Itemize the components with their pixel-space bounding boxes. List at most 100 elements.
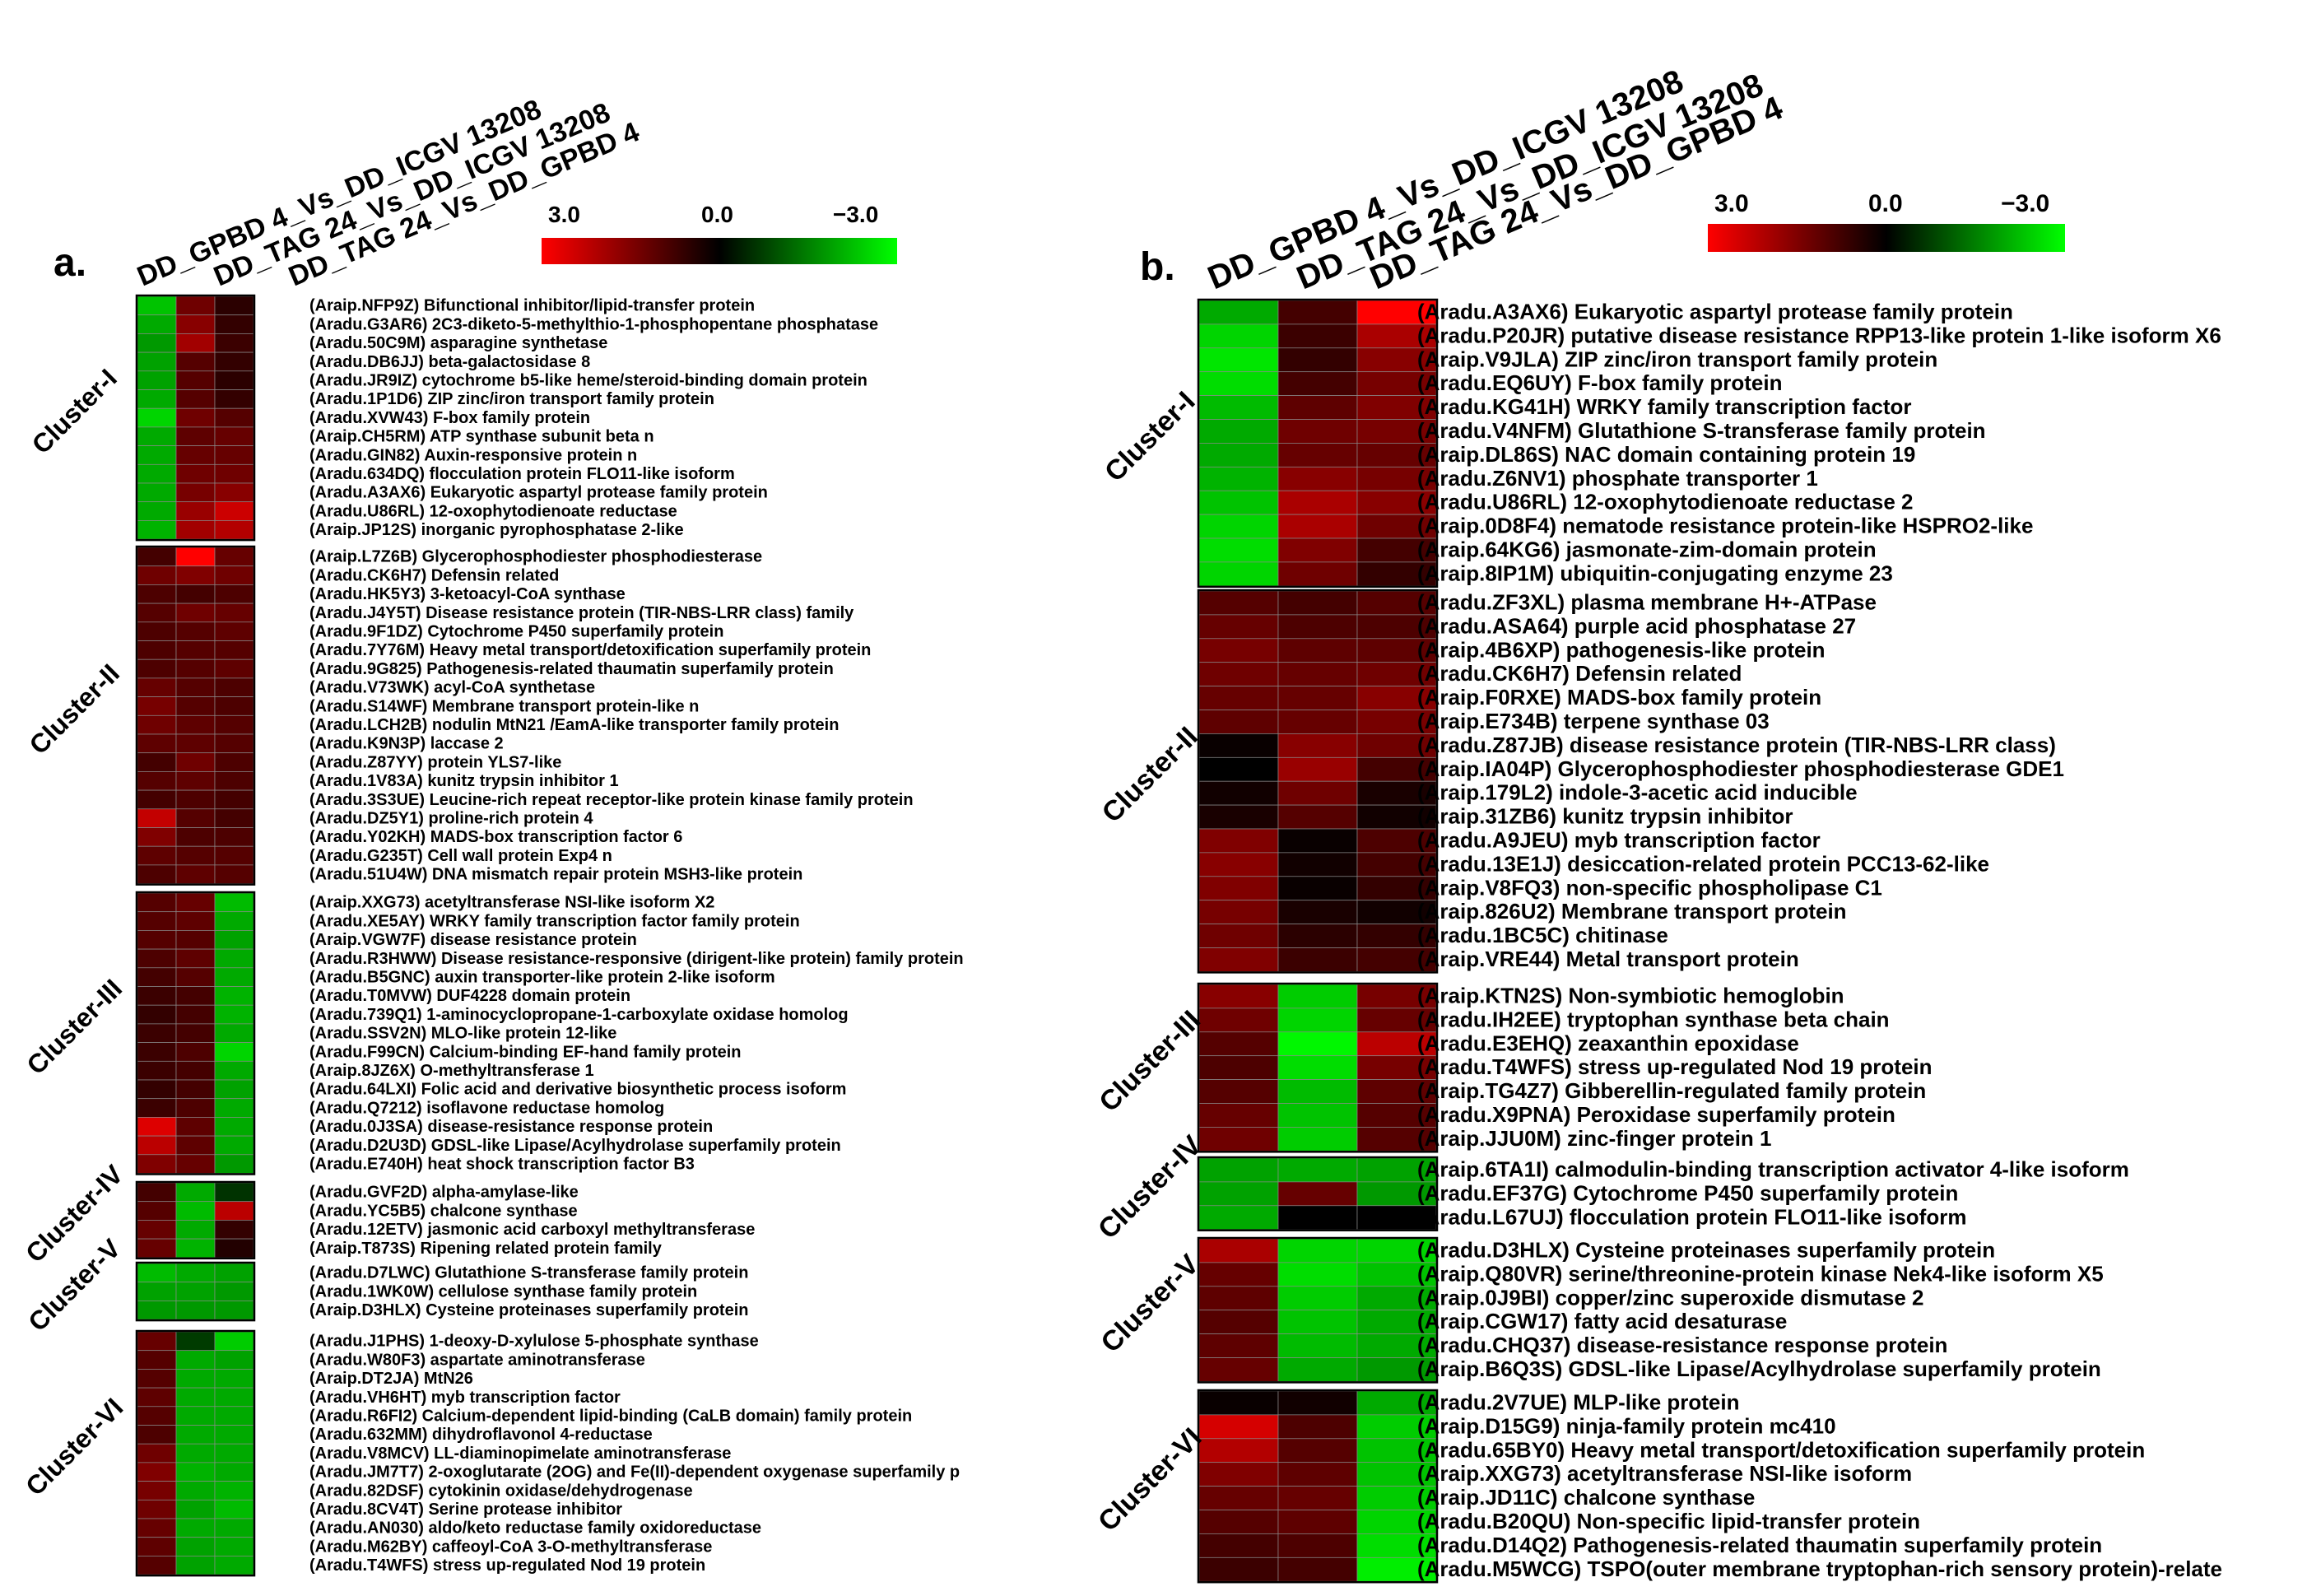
heatmap-cell [137, 1425, 177, 1445]
heatmap-cell [137, 520, 177, 540]
heatmap-cell [175, 948, 216, 969]
heatmap-cell [137, 1301, 177, 1320]
heatmap-cell [137, 1220, 177, 1240]
heatmap-cell [175, 1023, 216, 1043]
heatmap-cell [137, 845, 177, 866]
gene-label: (Araip.XXG73) acetyltransferase NSI-like… [309, 894, 714, 912]
heatmap-cell [1356, 686, 1437, 710]
heatmap-cell [175, 621, 216, 641]
heatmap-cell [214, 1023, 254, 1043]
heatmap-cell [1277, 686, 1358, 710]
heatmap-cell [214, 1556, 254, 1575]
heatmap-cell [175, 463, 216, 484]
gene-label: (Araip.JD11C) chalcone synthase [1417, 1485, 1755, 1510]
heatmap-cell [1356, 1438, 1437, 1463]
heatmap-cell [214, 808, 254, 828]
heatmap-cell [1198, 1556, 1279, 1582]
gene-label: (Aradu.Y02KH) MADS-box transcription fac… [309, 828, 682, 846]
heatmap-cell [175, 808, 216, 828]
gene-label: (Aradu.Z6NV1) phosphate transporter 1 [1417, 466, 1818, 491]
heatmap-cell [1198, 1007, 1279, 1033]
heatmap-cell [1356, 1462, 1437, 1487]
gene-label: (Aradu.XVW43) F-box family protein [309, 409, 590, 427]
heatmap-cell [1198, 419, 1279, 444]
heatmap-cell [214, 1004, 254, 1025]
color-scale-max-label: −3.0 [833, 202, 878, 227]
panel-label: a. [53, 241, 86, 285]
heatmap-cell [214, 911, 254, 931]
heatmap-cell [214, 1499, 254, 1519]
gene-label: (Araip.CH5RM) ATP synthase subunit beta … [309, 428, 654, 446]
heatmap-cell [137, 714, 177, 735]
gene-label: (Aradu.DB6JJ) beta-galactosidase 8 [309, 353, 590, 371]
gene-label: (Aradu.8CV4T) Serine protease inhibitor [309, 1501, 622, 1519]
heatmap-cell [214, 930, 254, 950]
heatmap-cell [175, 295, 216, 316]
heatmap-cell [175, 752, 216, 772]
gene-label: (Aradu.B5GNC) auxin transporter-like pro… [309, 969, 775, 987]
heatmap-cell [1198, 1127, 1279, 1152]
heatmap-cell [1277, 984, 1358, 1009]
gene-label: (Araip.CGW17) fatty acid desaturase [1417, 1309, 1787, 1333]
heatmap-cell [1277, 1031, 1358, 1057]
gene-label: (Aradu.X9PNA) Peroxidase superfamily pro… [1417, 1102, 1895, 1127]
heatmap-cell [1277, 828, 1358, 854]
gene-label: (Aradu.VH6HT) myb transcription factor [309, 1389, 621, 1407]
heatmap-cell [1356, 947, 1437, 972]
heatmap-cell [1277, 514, 1358, 539]
heatmap-cell [214, 463, 254, 484]
cluster-label: Cluster-III [21, 974, 128, 1081]
heatmap-cell [1356, 1390, 1437, 1416]
heatmap-cell [137, 658, 177, 679]
heatmap-cell [1277, 1079, 1358, 1104]
heatmap-cell [214, 1098, 254, 1118]
gene-label: (Aradu.GVF2D) alpha-amylase-like [309, 1184, 579, 1202]
heatmap-cell [137, 501, 177, 521]
cluster-block: (Aradu.GVF2D) alpha-amylase-like(Aradu.Y… [20, 1159, 755, 1268]
heatmap-cell [1277, 466, 1358, 491]
heatmap-cell [1277, 300, 1358, 325]
gene-label: (Aradu.U86RL) 12-oxophytodienoate reduct… [309, 502, 677, 520]
heatmap-cell [214, 603, 254, 623]
cluster-label: Cluster-I [1099, 385, 1201, 487]
cluster-outline [1197, 1156, 1439, 1231]
heatmap-cell [214, 1369, 254, 1389]
heatmap-cell [137, 426, 177, 446]
heatmap-cell [1356, 371, 1437, 396]
heatmap-cell [214, 1060, 254, 1081]
heatmap-cell [1198, 1238, 1279, 1263]
column-label: DD_TAG 24_Vs_DD_ICGV 13208 [1291, 67, 1768, 296]
heatmap-cell [137, 864, 177, 884]
gene-label: (Aradu.D7LWC) Glutathione S-transferase … [309, 1264, 748, 1282]
gene-label: (Aradu.1BC5C) chitinase [1417, 923, 1668, 947]
heatmap-cell [175, 892, 216, 913]
heatmap-cell [1277, 395, 1358, 420]
gene-label: (Aradu.DZ5Y1) proline-rich protein 4 [309, 810, 593, 828]
heatmap-cell [137, 1004, 177, 1025]
gene-label: (Aradu.M5WCG) TSPO(outer membrane trypto… [1417, 1556, 2222, 1581]
heatmap-cell [1198, 984, 1279, 1009]
gene-label: (Aradu.P20JR) putative disease resistanc… [1417, 323, 2221, 347]
heatmap-cell [214, 1537, 254, 1556]
heatmap-cell [1277, 1438, 1358, 1463]
gene-label: (Araip.VGW7F) disease resistance protein [309, 931, 637, 949]
heatmap-cell [137, 1331, 177, 1352]
heatmap-cell [1277, 947, 1358, 972]
heatmap-cell [175, 1331, 216, 1352]
gene-label: (Aradu.1WK0W) cellulose synthase family … [309, 1282, 697, 1301]
heatmap-cell [137, 351, 177, 372]
gene-label: (Araip.31ZB6) kunitz trypsin inhibitor [1417, 804, 1793, 829]
heatmap-cell [175, 445, 216, 465]
gene-label: (Araip.826U2) Membrane transport protein [1417, 899, 1847, 924]
gene-label: (Aradu.G235T) Cell wall protein Exp4 n [309, 847, 612, 865]
heatmap-cell [175, 333, 216, 353]
heatmap-cell [1198, 1031, 1279, 1057]
gene-label: (Aradu.CK6H7) Defensin related [1417, 661, 1742, 686]
heatmap-cell [1277, 1286, 1358, 1311]
heatmap-cell [1356, 614, 1437, 640]
cluster-block: (Aradu.ZF3XL) plasma membrane H+-ATPase(… [1096, 589, 2064, 974]
gene-label: (Aradu.M62BY) caffeoyl-CoA 3-O-methyltra… [309, 1538, 712, 1556]
heatmap-cell [1356, 733, 1437, 758]
heatmap-cell [1356, 804, 1437, 830]
